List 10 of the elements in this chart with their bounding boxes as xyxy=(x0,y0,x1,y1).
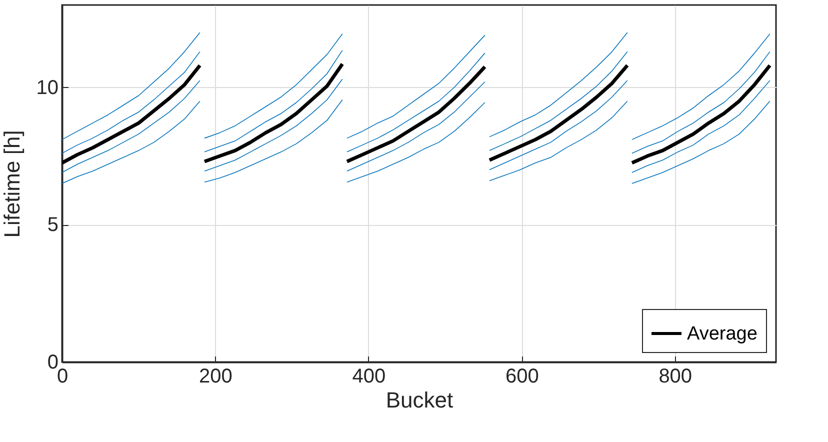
x-tick-label: 800 xyxy=(658,366,692,388)
y-axis-title: Lifetime [h] xyxy=(0,130,24,238)
y-tick-label: 0 xyxy=(47,352,58,374)
x-tick-label: 400 xyxy=(352,366,386,388)
y-tick-label: 5 xyxy=(47,214,58,236)
x-tick-label: 600 xyxy=(505,366,539,388)
x-axis-title: Bucket xyxy=(386,388,454,412)
x-tick-label: 200 xyxy=(199,366,232,388)
legend-label: Average xyxy=(687,324,758,344)
y-tick-label: 10 xyxy=(36,76,58,99)
